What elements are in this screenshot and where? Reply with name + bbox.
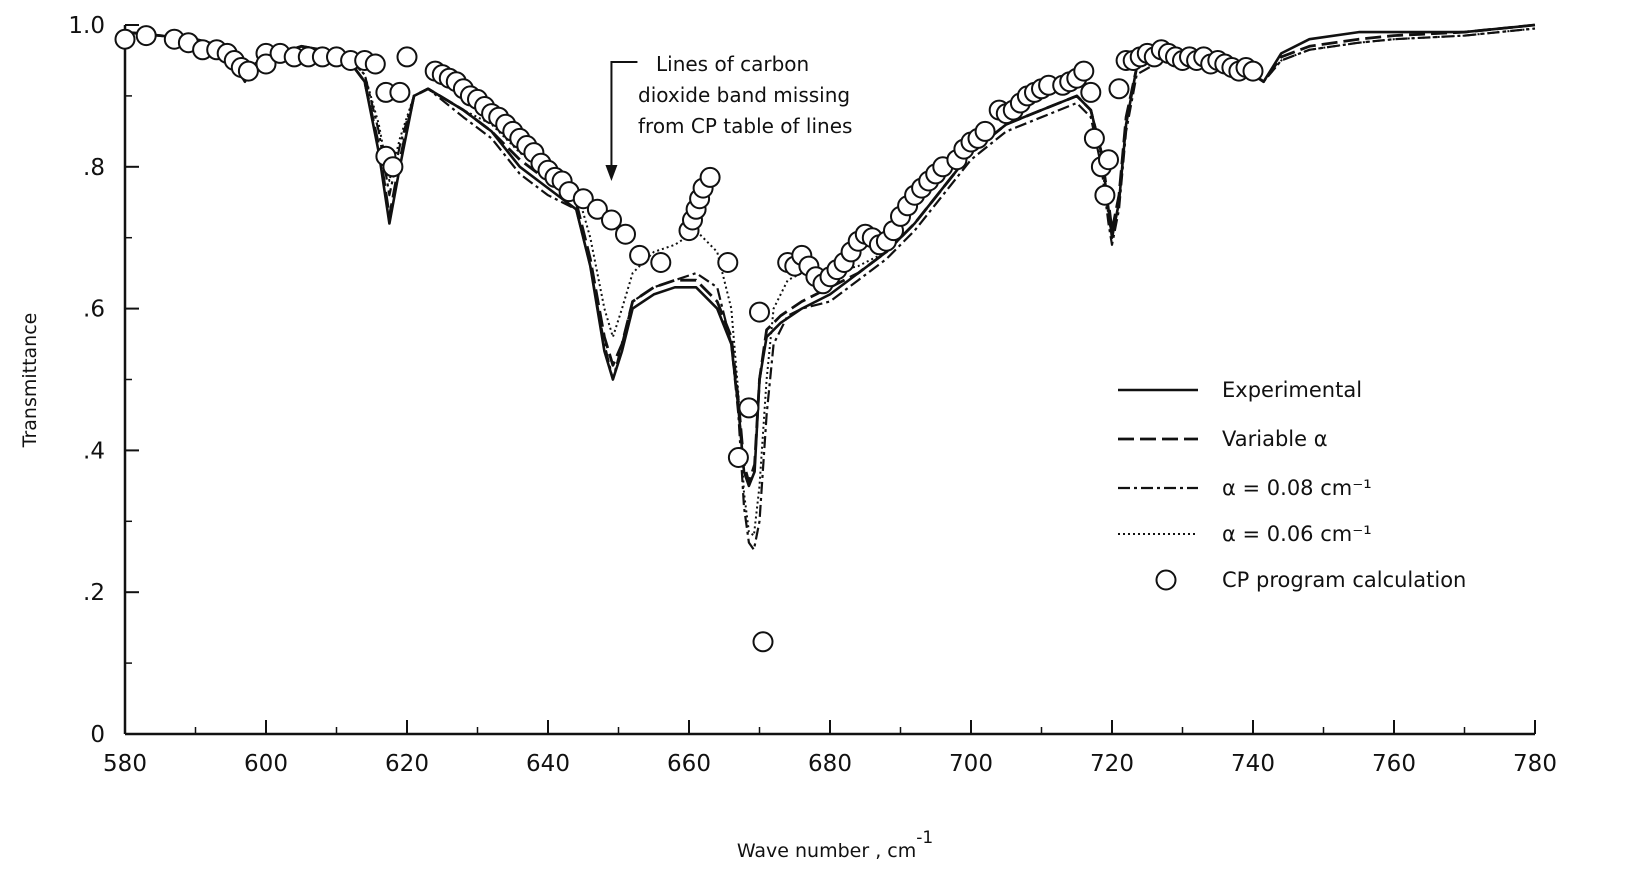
legend-label: α = 0.08 cm⁻¹ [1222,476,1372,500]
x-tick-label: 580 [103,751,147,777]
cp-calculation-point [1242,60,1264,82]
x-tick-label: 620 [385,751,429,777]
cp-calculation-point [1080,81,1102,103]
cp-calculation-point [135,25,157,47]
cp-calculation-point [389,81,411,103]
x-tick-label: 700 [949,751,993,777]
annotation-line-1: Lines of carbon [656,52,809,76]
legend-label: Experimental [1222,378,1362,402]
y-tick-label: .8 [83,155,105,181]
cp-calculation-point [629,244,651,266]
y-tick-label: 1.0 [68,13,105,39]
annotation: Lines of carbon dioxide band missing fro… [605,52,852,181]
cp-calculation-point [1083,127,1105,149]
cp-calculation-point [749,301,770,323]
cp-calculation-point [1094,184,1116,206]
cp-calculation-markers [114,25,1264,653]
cp-calculation-point [586,198,608,220]
x-tick-label: 680 [808,751,852,777]
legend-swatch-marker [1155,569,1177,591]
cp-calculation-point [114,28,136,50]
cp-calculation-point [974,120,996,142]
cp-calculation-point [237,60,259,82]
cp-calculation-point [727,447,749,468]
cp-calculation-point [738,397,760,419]
x-tick-label: 720 [1090,751,1134,777]
x-tick-label: 780 [1513,751,1557,777]
y-axis-ticks: 0 .2 .4 .6 .8 1.0 [68,13,139,748]
x-tick-label: 740 [1231,751,1275,777]
cp-calculation-point [650,252,672,273]
x-axis-ticks: 580 600 620 640 660 680 700 720 740 760 780 [103,720,1557,777]
cp-calculation-point [752,631,774,653]
cp-calculation-point [1108,78,1130,100]
annotation-arrow [610,61,638,167]
cp-calculation-point [364,53,386,75]
annotation-line-3: from CP table of lines [638,114,852,138]
x-tick-label: 660 [667,751,711,777]
cp-calculation-point [717,252,739,273]
x-tick-label: 640 [526,751,570,777]
x-axis-title-text: Wave number , cm [737,840,916,862]
cp-calculation-point [601,209,622,231]
cp-calculation-point [1073,60,1095,82]
annotation-arrowhead [605,164,618,181]
series-line-dashdot [124,27,1536,551]
annotation-line-2: dioxide band missing [638,83,850,107]
cp-calculation-point [1098,149,1119,171]
cp-calculation-point [572,188,594,210]
legend-label: CP program calculation [1222,568,1466,592]
y-tick-label: .6 [83,297,105,323]
x-axis-title: Wave number , cm-1 [737,828,933,862]
y-tick-label: 0 [90,722,105,748]
x-tick-label: 760 [1372,751,1416,777]
x-tick-label: 600 [244,751,288,777]
cp-calculation-point [382,156,404,178]
y-tick-label: .2 [83,580,105,606]
legend-label: α = 0.06 cm⁻¹ [1222,522,1372,546]
y-tick-label: .4 [83,438,105,464]
x-axis-title-sup: -1 [916,828,933,848]
cp-calculation-point [255,53,277,75]
legend: Experimental Variable α α = 0.08 cm⁻¹ α = 0… [1118,378,1466,592]
cp-calculation-point [396,46,418,68]
legend-label: Variable α [1222,427,1328,451]
cp-calculation-point [615,223,636,245]
y-axis-title: Transmittance [19,313,41,449]
cp-calculation-point [699,166,721,188]
